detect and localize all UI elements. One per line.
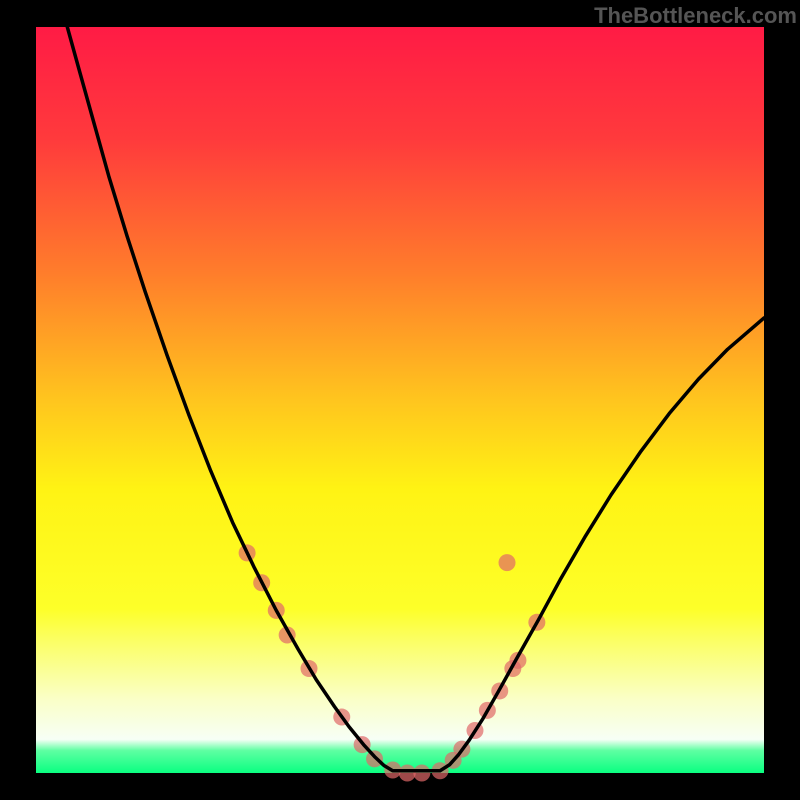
marker-dot bbox=[499, 554, 516, 571]
chart-svg bbox=[36, 27, 764, 773]
markers-group bbox=[239, 544, 546, 781]
marker-dot bbox=[399, 765, 416, 782]
marker-dot bbox=[413, 765, 430, 782]
plot-area bbox=[36, 27, 764, 773]
curve-path bbox=[67, 27, 764, 771]
watermark-text: TheBottleneck.com bbox=[594, 3, 797, 29]
stage: TheBottleneck.com bbox=[0, 0, 800, 800]
